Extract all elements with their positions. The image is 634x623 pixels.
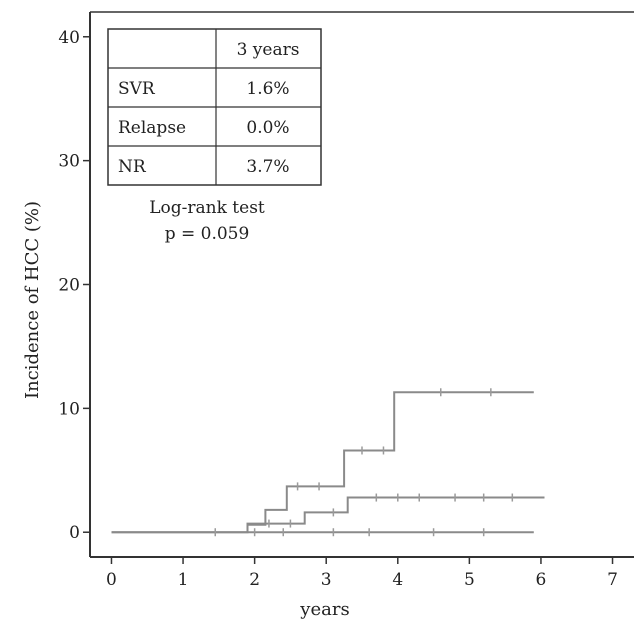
summary-table: 3 years SVR 1.6% Relapse 0.0% NR 3.7% <box>107 28 322 186</box>
table-row-label-svr: SVR <box>118 79 156 99</box>
p-value-label: p = 0.059 <box>165 224 250 244</box>
table-row-label-nr: NR <box>118 157 147 177</box>
x-tick-label: 0 <box>106 570 117 590</box>
km-curve-3 <box>247 391 534 526</box>
y-tick-label: 0 <box>69 523 80 543</box>
y-tick-label: 20 <box>58 276 80 296</box>
x-tick-label: 4 <box>392 570 403 590</box>
y-tick-label: 40 <box>58 28 80 48</box>
x-tick-label: 3 <box>321 570 332 590</box>
log-rank-test-label: Log-rank test <box>149 198 265 218</box>
curves-layer <box>111 391 545 534</box>
x-axis-label: years <box>299 599 349 620</box>
x-tick-label: 5 <box>464 570 475 590</box>
km-curve-2 <box>111 496 545 534</box>
table-row-label-relapse: Relapse <box>118 118 186 138</box>
y-tick-label: 30 <box>58 152 80 172</box>
x-tick-label: 6 <box>536 570 547 590</box>
x-tick-label: 7 <box>607 570 618 590</box>
table-header-3-years: 3 years <box>237 40 300 60</box>
y-axis-label: Incidence of HCC (%) <box>22 201 43 399</box>
x-tick-label: 2 <box>249 570 260 590</box>
table-row-value-svr: 1.6% <box>246 79 289 99</box>
y-tick-label: 10 <box>58 399 80 419</box>
x-tick-label: 1 <box>178 570 189 590</box>
censor-marks-layer <box>214 388 514 537</box>
table-row-value-relapse: 0.0% <box>246 118 289 138</box>
ticks-layer: 0 1 2 3 4 5 6 7 0 10 20 30 40 <box>58 28 618 590</box>
table-row-value-nr: 3.7% <box>246 157 289 177</box>
